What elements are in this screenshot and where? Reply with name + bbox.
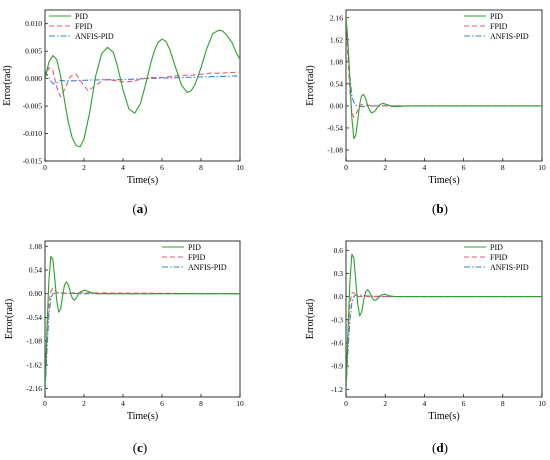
series-line-anfis [45, 292, 240, 389]
y-tick-label: 1.62 [330, 35, 343, 44]
legend-label-fpid: FPID [75, 22, 93, 31]
y-tick-label: 0.000 [25, 74, 42, 83]
y-tick-label: -0.9 [331, 362, 343, 371]
y-tick-label: 0.005 [25, 47, 42, 56]
x-tick-label: 8 [199, 399, 203, 408]
chart-c: 0 2 4 6 8 10 1.08 0.54 0.00 -0.54 -1.08 -1.62 -2.16 T… [4, 240, 244, 422]
y-tick-label: -1.2 [331, 385, 343, 394]
series-line-pid [346, 17, 542, 140]
y-tick-label: -0.015 [23, 157, 43, 166]
x-tick-label: 0 [43, 163, 47, 172]
chart-a: 0 2 4 6 8 10 0.010 0.005 0.000 -0.005 -0.010 -0.015… [2, 9, 244, 186]
series-line-fpid [346, 292, 542, 390]
y-tick-label: 0.00 [29, 289, 42, 298]
x-tick-label: 4 [121, 399, 125, 408]
x-tick-label: 6 [462, 163, 466, 172]
plot-frame [345, 240, 543, 398]
x-tick-label: 4 [423, 399, 427, 408]
series-line-pid [346, 253, 542, 390]
x-tick-label: 2 [383, 399, 387, 408]
series-line-anfis [45, 70, 240, 85]
x-axis-label: Time(s) [428, 175, 459, 186]
caption-c: (c) [133, 440, 147, 455]
y-tick-label: -0.3 [331, 315, 343, 324]
x-tick-label: 6 [160, 163, 164, 172]
y-tick-label: -1.62 [26, 360, 42, 369]
x-tick-label: 10 [236, 163, 244, 172]
series-line-pid [45, 29, 240, 148]
y-tick-label: -0.005 [23, 102, 43, 111]
series-line-fpid [45, 287, 240, 389]
x-tick-label: 2 [82, 163, 86, 172]
y-axis-label: Error(rad) [305, 65, 316, 106]
y-axis-label: Error(rad) [4, 299, 15, 340]
chart-b: 0 2 4 6 8 10 2.16 1.62 1.08 0.54 0.00 -0.54 -1.08 Tim… [305, 9, 546, 186]
legend-label-fpid: FPID [490, 253, 508, 262]
x-tick-label: 2 [82, 399, 86, 408]
y-tick-label: -0.010 [23, 129, 43, 138]
plot-frame [345, 9, 543, 162]
y-tick-label: -0.6 [331, 338, 343, 347]
y-tick-label: 0.3 [334, 269, 344, 278]
y-tick-label: -1.08 [26, 337, 42, 346]
series-line-fpid [45, 67, 240, 98]
x-tick-label: 8 [199, 163, 203, 172]
series-line-anfis [346, 294, 542, 390]
x-tick-label: 8 [501, 163, 505, 172]
y-tick-label: -0.54 [26, 313, 42, 322]
legend-label-pid: PID [75, 12, 88, 21]
y-axis-label: Error(rad) [2, 65, 13, 106]
x-tick-label: 2 [383, 163, 387, 172]
legend-label-pid: PID [490, 12, 503, 21]
x-tick-label: 0 [43, 399, 47, 408]
y-tick-label: 0.54 [330, 79, 343, 88]
y-tick-label: -1.08 [327, 145, 343, 154]
legend-label-anfis: ANFIS-PID [75, 32, 114, 41]
x-tick-label: 6 [462, 399, 466, 408]
caption-b: (b) [432, 201, 448, 216]
x-tick-label: 8 [501, 399, 505, 408]
plot-frame [44, 240, 241, 398]
x-tick-label: 0 [344, 399, 348, 408]
x-tick-label: 10 [538, 163, 546, 172]
x-tick-label: 0 [344, 163, 348, 172]
x-tick-label: 10 [538, 399, 546, 408]
plot-frame [44, 9, 241, 162]
y-tick-label: -2.16 [26, 384, 42, 393]
y-tick-label: 0.00 [330, 101, 343, 110]
legend-label-pid: PID [188, 243, 201, 252]
series-line-pid [45, 255, 240, 389]
caption-d: (d) [432, 440, 448, 455]
x-axis-label: Time(s) [127, 411, 158, 422]
legend-label-anfis: ANFIS-PID [490, 263, 529, 272]
chart-d: 0 2 4 6 8 10 0.6 0.3 0.0 -0.3 -0.6 -0.9 -1.2 Time(s) E… [305, 240, 546, 422]
legend-label-pid: PID [490, 243, 503, 252]
x-axis-label: Time(s) [127, 175, 158, 186]
y-tick-label: 0.54 [29, 266, 42, 275]
y-tick-label: 0.0 [334, 292, 344, 301]
x-tick-label: 6 [160, 399, 164, 408]
legend-label-fpid: FPID [188, 253, 206, 262]
y-tick-label: 0.6 [334, 246, 344, 255]
y-tick-label: 2.16 [330, 13, 343, 22]
y-tick-label: -0.54 [327, 123, 343, 132]
series-line-fpid [346, 17, 542, 118]
y-tick-label: 1.08 [330, 57, 343, 66]
x-tick-label: 4 [121, 163, 125, 172]
legend-label-anfis: ANFIS-PID [490, 32, 529, 41]
x-tick-label: 10 [236, 399, 244, 408]
caption-a: (a) [132, 201, 147, 216]
legend-label-fpid: FPID [490, 22, 508, 31]
y-tick-label: 0.010 [25, 19, 42, 28]
legend-label-anfis: ANFIS-PID [188, 263, 227, 272]
y-tick-label: 1.08 [29, 242, 42, 251]
x-tick-label: 4 [423, 163, 427, 172]
y-axis-label: Error(rad) [305, 299, 316, 340]
x-axis-label: Time(s) [428, 411, 459, 422]
